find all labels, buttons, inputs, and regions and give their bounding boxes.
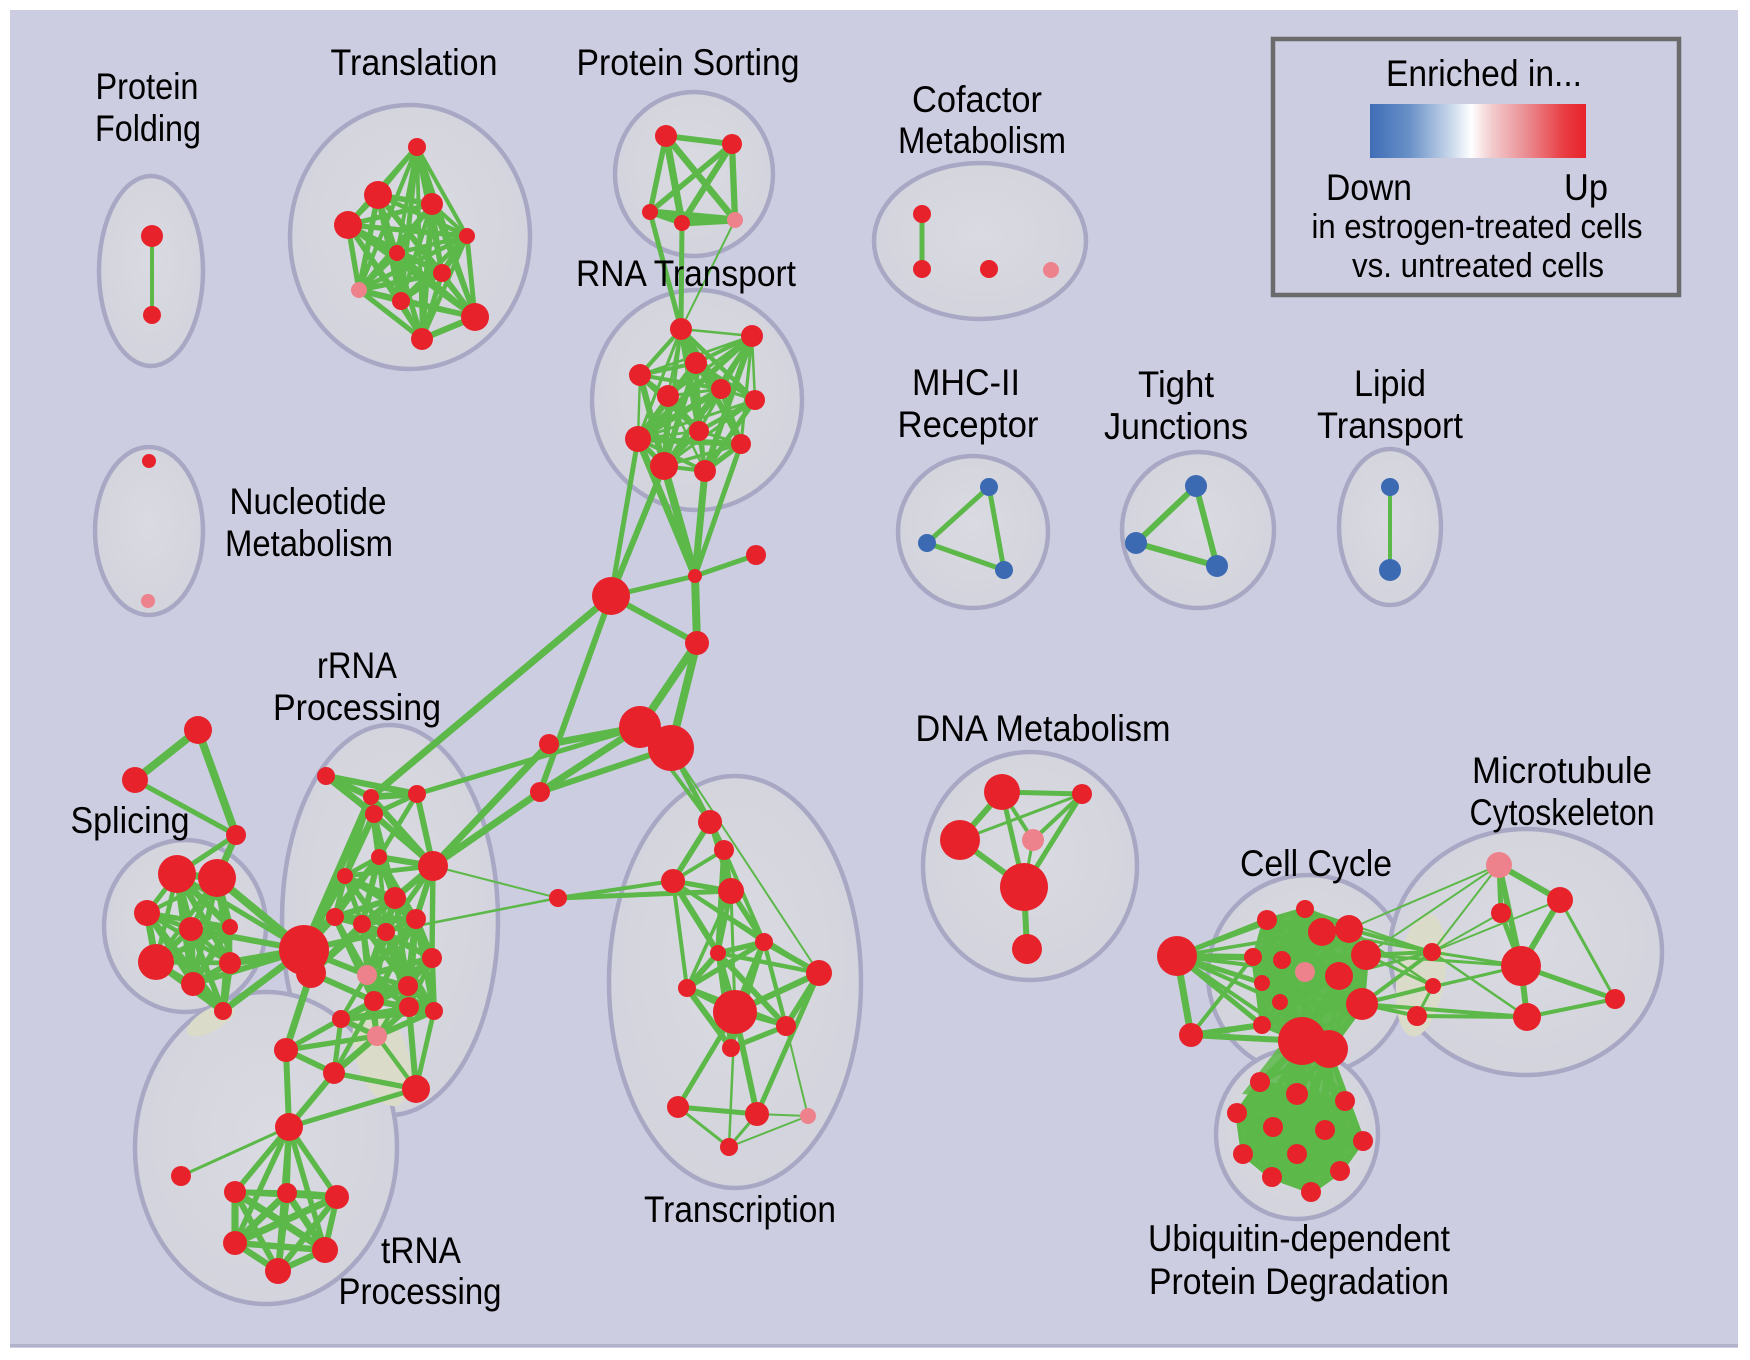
svg-text:Transcription: Transcription <box>644 1189 836 1230</box>
svg-text:Protein Sorting: Protein Sorting <box>577 42 800 83</box>
svg-text:rRNA: rRNA <box>317 645 397 686</box>
svg-text:Cofactor: Cofactor <box>912 79 1042 120</box>
svg-text:Cell Cycle: Cell Cycle <box>1240 843 1392 884</box>
svg-text:Metabolism: Metabolism <box>898 120 1066 161</box>
svg-text:Splicing: Splicing <box>71 800 190 841</box>
svg-text:Processing: Processing <box>273 687 441 728</box>
svg-text:vs. untreated cells: vs. untreated cells <box>1352 247 1604 285</box>
svg-text:Receptor: Receptor <box>898 404 1039 445</box>
svg-text:Tight: Tight <box>1138 364 1215 405</box>
svg-text:tRNA: tRNA <box>381 1230 461 1271</box>
svg-text:Transport: Transport <box>1317 405 1464 446</box>
svg-text:Down: Down <box>1326 167 1412 208</box>
svg-text:Junctions: Junctions <box>1104 406 1248 447</box>
svg-text:RNA Transport: RNA Transport <box>576 253 797 294</box>
svg-text:Protein Degradation: Protein Degradation <box>1149 1261 1449 1302</box>
svg-text:in estrogen-treated cells: in estrogen-treated cells <box>1312 208 1643 246</box>
svg-text:Ubiquitin-dependent: Ubiquitin-dependent <box>1148 1218 1451 1259</box>
svg-text:Enriched in...: Enriched in... <box>1386 53 1582 94</box>
svg-text:Metabolism: Metabolism <box>225 523 393 564</box>
svg-text:Translation: Translation <box>331 42 498 83</box>
svg-text:Cytoskeleton: Cytoskeleton <box>1470 792 1655 833</box>
svg-text:Microtubule: Microtubule <box>1472 750 1652 791</box>
svg-text:Processing: Processing <box>339 1271 502 1312</box>
svg-text:Nucleotide: Nucleotide <box>230 481 387 522</box>
svg-text:Up: Up <box>1564 167 1608 208</box>
svg-text:Folding: Folding <box>95 108 201 149</box>
svg-text:Protein: Protein <box>96 66 199 107</box>
svg-text:Lipid: Lipid <box>1354 363 1426 404</box>
svg-text:MHC-II: MHC-II <box>912 362 1020 403</box>
svg-text:DNA Metabolism: DNA Metabolism <box>916 708 1171 749</box>
